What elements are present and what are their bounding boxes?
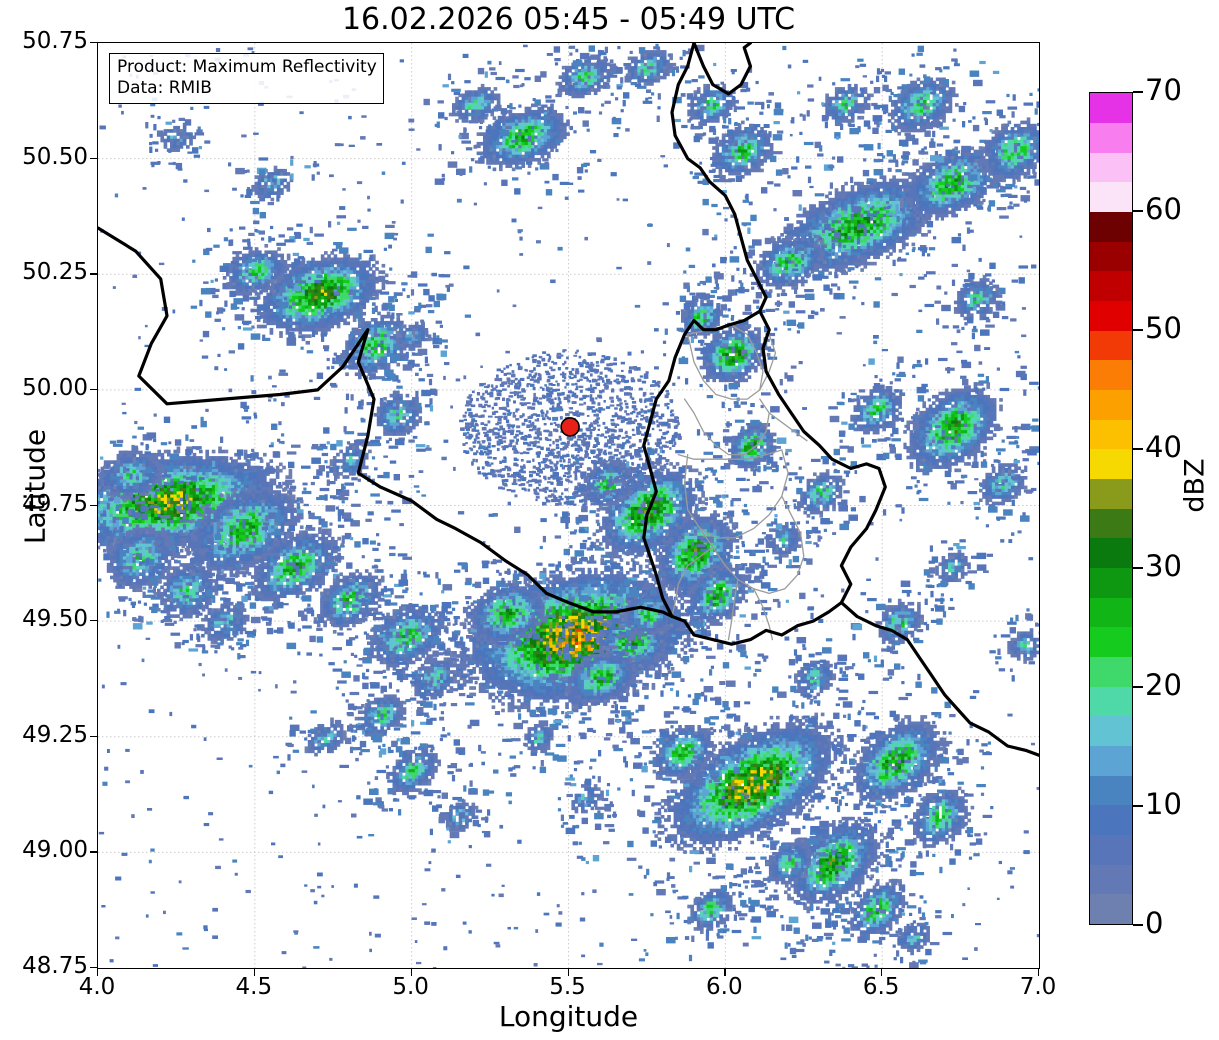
x-tick-label: 6.0 (679, 974, 769, 1000)
colorbar-band (1090, 834, 1132, 865)
radar-site-marker[interactable] (560, 417, 580, 437)
x-tick-mark (97, 969, 99, 976)
radar-map-canvas (98, 43, 1039, 968)
y-tick-label: 50.75 (0, 28, 88, 54)
colorbar-tick-label: 30 (1145, 549, 1182, 583)
x-tick-label: 5.5 (523, 974, 613, 1000)
colorbar-band (1090, 805, 1132, 835)
colorbar-tick-mark (1133, 210, 1143, 212)
y-tick-label: 48.75 (0, 953, 88, 979)
colorbar-title: dBZ (1180, 396, 1211, 576)
colorbar-band (1090, 300, 1132, 331)
y-tick-label: 49.00 (0, 837, 88, 863)
colorbar-band (1090, 419, 1132, 450)
colorbar-band (1090, 449, 1132, 479)
y-tick-mark (90, 42, 97, 44)
colorbar-tick-mark (1133, 924, 1143, 926)
colorbar-band (1090, 93, 1132, 123)
y-tick-label: 49.25 (0, 722, 88, 748)
colorbar-band (1090, 152, 1132, 183)
y-tick-mark (90, 620, 97, 622)
colorbar-tick-label: 0 (1145, 906, 1163, 940)
colorbar-band (1090, 775, 1132, 806)
colorbar-tick-mark (1133, 805, 1143, 807)
y-tick-label: 50.00 (0, 375, 88, 401)
colorbar-band (1090, 330, 1132, 361)
colorbar-band (1090, 211, 1132, 242)
colorbar-tick-mark (1133, 91, 1143, 93)
x-tick-label: 4.0 (52, 974, 142, 1000)
colorbar-band (1090, 597, 1132, 628)
colorbar-band (1090, 538, 1132, 568)
colorbar-bands (1090, 93, 1132, 924)
colorbar-tick-label: 40 (1145, 430, 1182, 464)
radar-plot-area[interactable]: Product: Maximum Reflectivity Data: RMIB (97, 42, 1040, 969)
y-tick-mark (90, 157, 97, 159)
y-tick-mark (90, 388, 97, 391)
radar-echoes (98, 43, 1039, 968)
y-tick-mark (90, 967, 97, 969)
colorbar-tick-mark (1133, 448, 1143, 450)
colorbar-tick-label: 50 (1145, 311, 1182, 345)
colorbar-band (1090, 864, 1132, 895)
colorbar-band (1090, 241, 1132, 272)
colorbar-band (1090, 389, 1132, 420)
x-axis-label: Longitude (97, 1000, 1040, 1033)
colorbar-tick-label: 70 (1145, 73, 1182, 107)
data-source-line: Data: RMIB (117, 78, 377, 99)
y-tick-label: 49.75 (0, 491, 88, 517)
colorbar-band (1090, 478, 1132, 509)
colorbar-band (1090, 627, 1132, 657)
x-tick-label: 4.5 (209, 974, 299, 1000)
colorbar-band (1090, 716, 1132, 746)
product-line: Product: Maximum Reflectivity (117, 57, 377, 78)
page-title: 16.02.2026 05:45 - 05:49 UTC (97, 2, 1040, 37)
product-info-box: Product: Maximum Reflectivity Data: RMIB (109, 53, 384, 104)
colorbar-band (1090, 508, 1132, 539)
colorbar-tick-mark (1133, 567, 1143, 569)
colorbar-band (1090, 894, 1132, 924)
y-tick-label: 49.50 (0, 606, 88, 632)
x-tick-mark (724, 969, 726, 976)
colorbar-band (1090, 686, 1132, 717)
y-tick-mark (90, 851, 97, 853)
y-tick-mark (90, 273, 97, 275)
colorbar-band (1090, 122, 1132, 153)
y-tick-label: 50.50 (0, 144, 88, 170)
country-borders (98, 43, 1039, 757)
colorbar-tick-label: 20 (1145, 668, 1182, 702)
x-tick-mark (881, 969, 883, 976)
x-tick-label: 5.0 (366, 974, 456, 1000)
y-axis-label: Latitude (19, 257, 52, 717)
y-tick-mark (90, 735, 97, 738)
region-borders (671, 324, 808, 641)
y-tick-mark (90, 504, 97, 506)
colorbar[interactable] (1089, 92, 1133, 925)
x-tick-mark (253, 969, 256, 976)
y-tick-label: 50.25 (0, 259, 88, 285)
colorbar-tick-label: 10 (1145, 787, 1182, 821)
colorbar-tick-mark (1133, 329, 1143, 331)
colorbar-tick-mark (1133, 686, 1143, 688)
colorbar-band (1090, 656, 1132, 687)
colorbar-band (1090, 271, 1132, 301)
colorbar-band (1090, 360, 1132, 390)
x-tick-mark (410, 969, 412, 976)
x-tick-mark (1038, 969, 1040, 976)
colorbar-band (1090, 745, 1132, 776)
colorbar-band (1090, 182, 1132, 212)
x-tick-mark (567, 969, 569, 976)
x-tick-label: 7.0 (993, 974, 1083, 1000)
colorbar-band (1090, 567, 1132, 598)
colorbar-tick-label: 60 (1145, 192, 1182, 226)
x-tick-label: 6.5 (836, 974, 926, 1000)
